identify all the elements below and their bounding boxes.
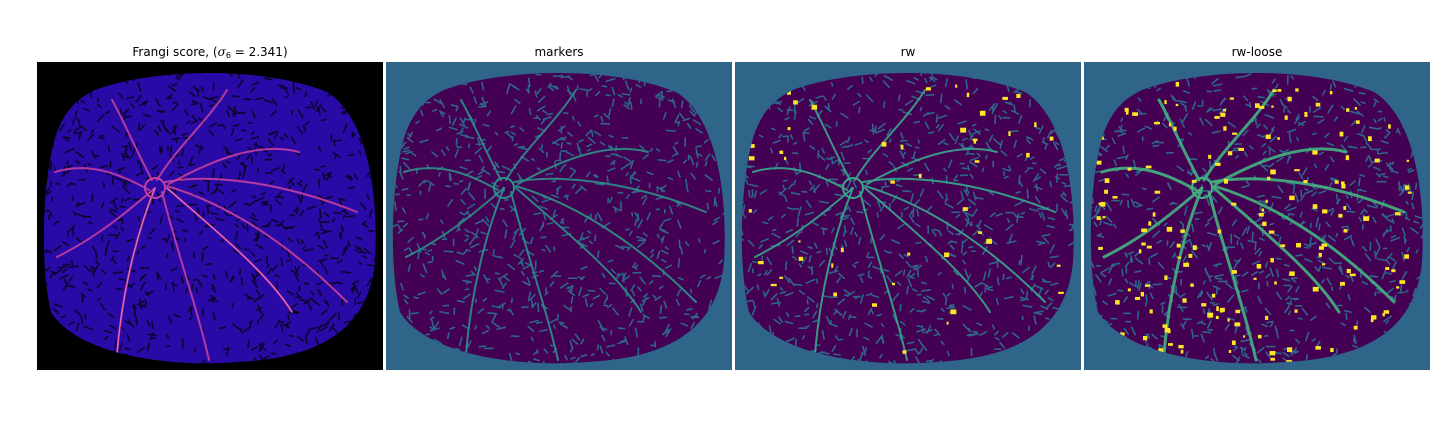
frangi-image <box>37 62 383 370</box>
image-panel-rw-loose <box>1084 62 1430 370</box>
frangi-title-symbol: σ <box>217 45 226 59</box>
panel-title-rw-loose: rw-loose <box>1231 45 1283 59</box>
markers-image <box>386 62 732 370</box>
frangi-title-prefix: Frangi score, ( <box>132 45 218 59</box>
rw-loose-image <box>1084 62 1430 370</box>
image-panel-markers <box>386 62 732 370</box>
panel-title-frangi: Frangi score, (σ6 = 2.341) <box>37 44 383 64</box>
frangi-title-subscript: 6 <box>225 51 231 60</box>
panel-title-markers: markers <box>534 45 584 59</box>
panel-title-rw: rw <box>900 45 916 59</box>
image-panel-frangi <box>37 62 383 370</box>
frangi-title-value: = 2.341) <box>230 45 288 59</box>
image-panel-rw <box>735 62 1081 370</box>
rw-image <box>735 62 1081 370</box>
